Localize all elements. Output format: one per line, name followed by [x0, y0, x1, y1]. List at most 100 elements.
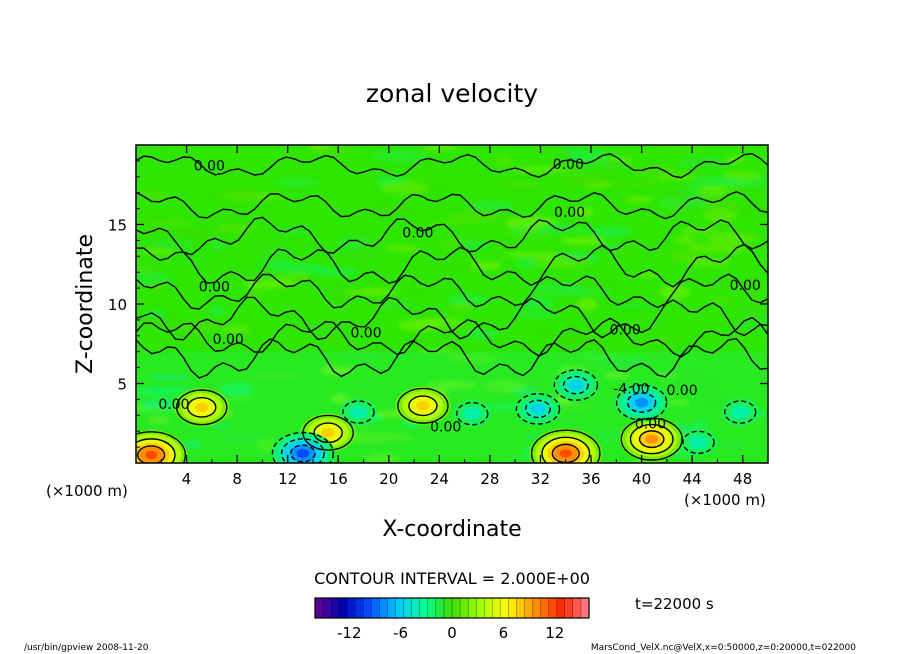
- feature-ring: [194, 402, 209, 413]
- colorbar-ticks: -12 -6 0 6 12: [337, 624, 564, 642]
- texture-blob: [536, 330, 556, 338]
- texture-blob: [737, 305, 768, 318]
- texture-blob: [335, 234, 372, 249]
- negative-velocity-core: [270, 431, 335, 463]
- positive-contour: [620, 417, 683, 461]
- colorbar-tick-label: 12: [545, 624, 564, 642]
- texture-blob: [697, 185, 728, 197]
- texture-blob: [702, 209, 738, 223]
- negative-velocity-core: [614, 383, 670, 422]
- footer-left: /usr/bin/gpview 2008-11-20: [24, 643, 149, 653]
- positive-contour: [408, 395, 438, 417]
- texture-blob: [408, 284, 430, 291]
- x-tick-label: 32: [531, 470, 550, 488]
- colorbar-segment: [379, 597, 389, 619]
- positive-contour: [175, 389, 228, 426]
- contour-line: [136, 316, 768, 358]
- texture-blob: [415, 317, 465, 328]
- colorbar-segment: [314, 597, 324, 619]
- contour-label: 0.00: [194, 159, 225, 175]
- texture-blob: [687, 242, 745, 254]
- texture-blob: [647, 336, 680, 344]
- colorbar-segment: [371, 597, 381, 619]
- colorbar-segment: [508, 597, 518, 619]
- contour-label: 0.00: [430, 419, 461, 435]
- feature-ring: [559, 449, 572, 458]
- negative-contour: [553, 369, 599, 401]
- feature-ring: [462, 406, 482, 421]
- negative-contour: [626, 392, 657, 413]
- texture-blob: [568, 173, 615, 187]
- colorbar-segment: [459, 597, 469, 619]
- texture-blob: [708, 296, 734, 307]
- texture-blob: [509, 309, 558, 319]
- y-tick-label: 5: [117, 376, 127, 394]
- texture-blob: [136, 273, 173, 286]
- y-tick-label: 15: [108, 217, 127, 235]
- chart-title: zonal velocity: [366, 79, 538, 108]
- texture-blob: [273, 178, 319, 188]
- texture-blob: [560, 236, 607, 246]
- y-tick-label: 10: [108, 296, 127, 314]
- colorbar-tick-label: -12: [337, 624, 362, 642]
- texture-blob: [666, 249, 697, 262]
- colorbar-segment: [476, 597, 485, 619]
- contour-line: [136, 243, 768, 288]
- texture-blob: [350, 249, 378, 261]
- texture-blob: [576, 297, 598, 312]
- texture-blob: [175, 258, 212, 264]
- colorbar-segment: [492, 597, 501, 619]
- texture-blob: [447, 210, 500, 222]
- contour-line: [136, 216, 768, 256]
- contour-line: [136, 338, 768, 379]
- texture-blob: [313, 267, 358, 277]
- texture-blob: [300, 287, 349, 295]
- texture-blob: [716, 278, 742, 285]
- texture-blob: [686, 259, 733, 267]
- negative-velocity-core: [721, 398, 759, 426]
- x-tick-label: 24: [430, 470, 449, 488]
- feature-ring: [321, 427, 336, 438]
- x-tick-label: 20: [379, 470, 398, 488]
- contour-label: 0.00: [666, 383, 697, 399]
- colorbar-segment: [322, 597, 332, 619]
- negative-contour: [342, 400, 375, 424]
- positive-contour: [186, 396, 217, 418]
- x-tick-label: 4: [182, 470, 192, 488]
- texture-blob: [608, 303, 655, 310]
- colorbar-segment: [330, 597, 340, 619]
- x-tick-label: 40: [632, 470, 651, 488]
- texture-blob: [226, 269, 283, 282]
- texture-blob: [343, 290, 385, 295]
- colorbar-segment: [435, 597, 445, 619]
- feature-ring: [645, 434, 659, 444]
- positive-contour: [136, 431, 187, 463]
- colorbar-segment: [355, 597, 364, 619]
- feature-ring: [634, 397, 649, 408]
- x-tick-label: 36: [581, 470, 600, 488]
- contour-label: 0.00: [635, 416, 666, 432]
- negative-contour: [515, 393, 561, 425]
- negative-velocity-core: [514, 392, 562, 426]
- texture-blob: [140, 190, 168, 201]
- colorbar-segment: [580, 597, 590, 619]
- texture-blob: [136, 267, 155, 274]
- colorbar-segment: [363, 597, 372, 619]
- negative-contour: [280, 438, 325, 463]
- colorbar-segment: [484, 597, 493, 619]
- positive-contour: [397, 387, 449, 424]
- texture-blob: [468, 200, 515, 212]
- texture-blob: [245, 241, 282, 256]
- texture-blob: [147, 220, 195, 226]
- texture-blob: [143, 238, 195, 249]
- colorbar-segment: [467, 597, 477, 619]
- positive-contour: [530, 429, 601, 463]
- texture-blob: [668, 190, 690, 200]
- colorbar-tick-label: 0: [447, 624, 457, 642]
- texture-blob: [309, 145, 330, 151]
- contour-line: [136, 152, 768, 179]
- texture-blob: [598, 243, 623, 250]
- texture-blob: [386, 244, 420, 253]
- contour-label: 0.00: [158, 397, 189, 413]
